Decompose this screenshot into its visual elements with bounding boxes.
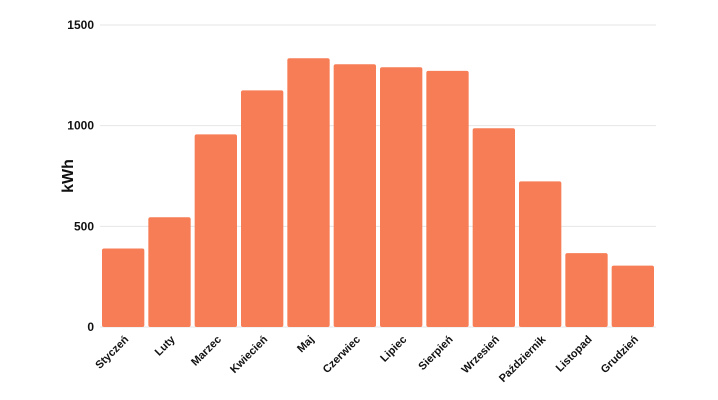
x-tick-label: Maj (295, 334, 316, 355)
x-tick-label: Marzec (189, 334, 224, 369)
y-tick-label: 1500 (67, 18, 94, 32)
grid-lines (100, 24, 656, 328)
bars (102, 58, 654, 328)
y-axis-ticks: 0 500 1000 1500 (67, 18, 94, 334)
x-axis-ticks: Styczeń Luty Marzec Kwiecień Maj Czerwiec Lipi… (93, 333, 641, 385)
bar (241, 90, 284, 327)
x-tick-label: Sierpień (416, 333, 455, 372)
bar (333, 64, 376, 327)
bar (380, 67, 423, 327)
bar (519, 181, 562, 327)
bar (102, 248, 145, 327)
bar (287, 58, 330, 327)
x-tick-label: Październik (497, 333, 549, 385)
bar (611, 265, 654, 327)
x-tick-label: Styczeń (93, 333, 131, 371)
y-tick-label: 0 (87, 320, 94, 334)
y-tick-label: 1000 (67, 119, 94, 133)
bar (426, 70, 469, 328)
x-tick-label: Wrzesień (459, 333, 502, 376)
x-tick-label: Czerwiec (321, 334, 363, 376)
x-tick-label: Kwiecień (228, 333, 270, 375)
bar (565, 253, 608, 327)
x-tick-label: Grudzień (599, 333, 641, 375)
bar (472, 128, 515, 327)
x-tick-label: Lipiec (378, 334, 409, 365)
bar (148, 217, 191, 327)
x-tick-label: Listopad (554, 334, 595, 375)
x-tick-label: Luty (153, 333, 179, 359)
y-tick-label: 500 (74, 219, 94, 233)
y-axis-title: kWh (60, 159, 77, 193)
bar (194, 134, 237, 327)
